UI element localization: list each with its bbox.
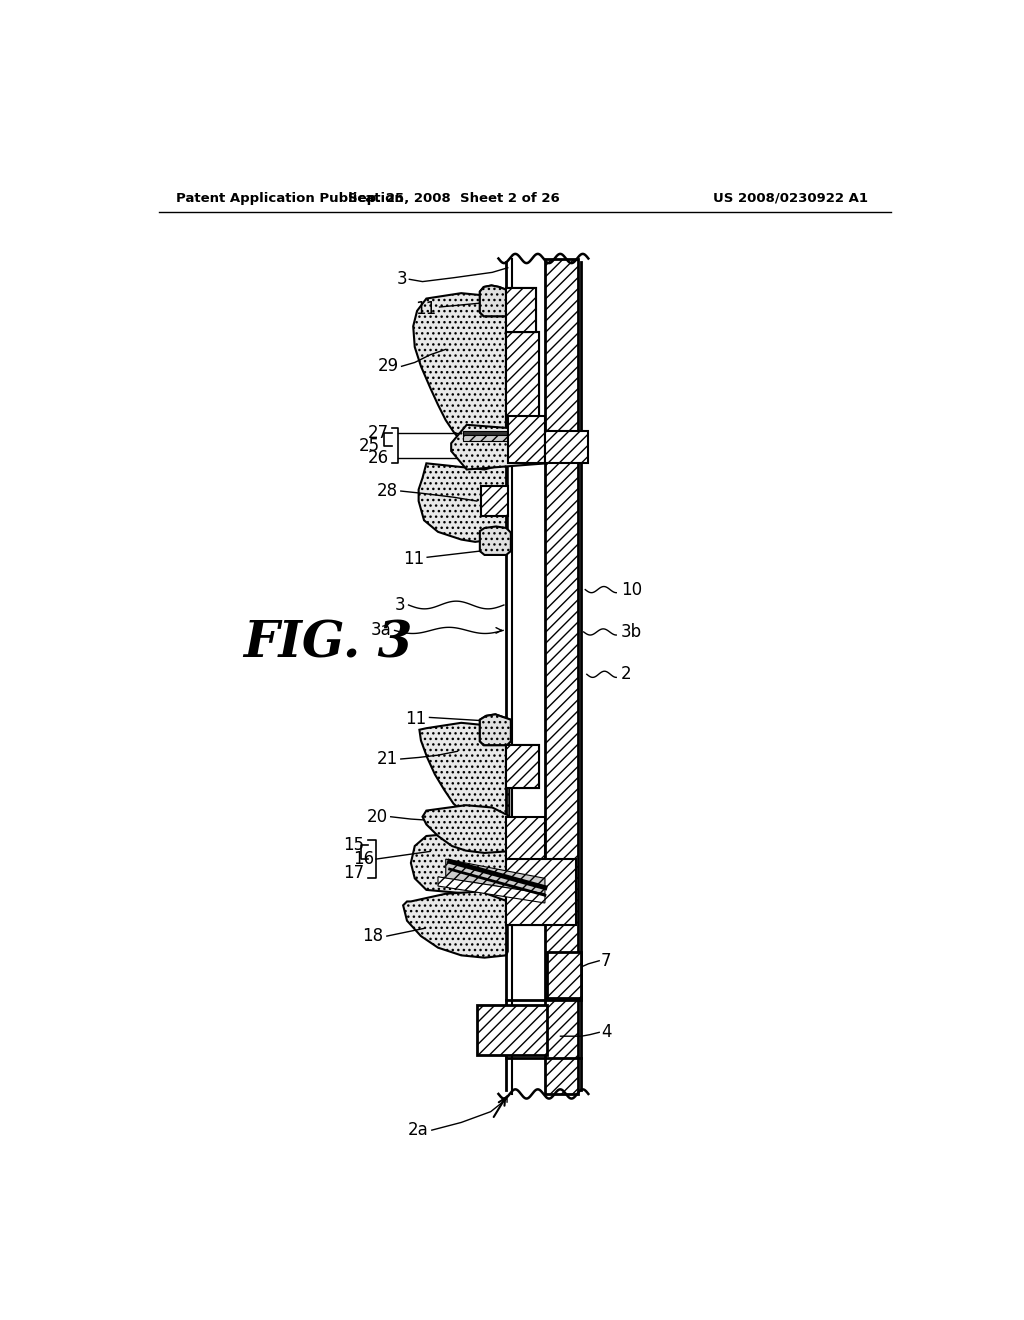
Polygon shape <box>420 723 509 822</box>
Text: 11: 11 <box>402 550 424 568</box>
Bar <box>545 430 588 463</box>
Text: 18: 18 <box>362 927 384 945</box>
Text: 11: 11 <box>415 300 436 318</box>
Bar <box>547 952 582 998</box>
Bar <box>477 1006 547 1056</box>
Polygon shape <box>414 293 509 461</box>
Text: 28: 28 <box>377 482 397 500</box>
Bar <box>506 744 539 788</box>
Text: 16: 16 <box>353 850 375 869</box>
Text: 3: 3 <box>395 597 406 614</box>
Text: 11: 11 <box>406 710 426 727</box>
Bar <box>506 331 539 459</box>
Bar <box>506 859 575 924</box>
Text: FIG. 3: FIG. 3 <box>243 619 412 668</box>
Bar <box>506 288 536 331</box>
Text: 27: 27 <box>368 424 388 442</box>
Polygon shape <box>419 463 508 543</box>
Text: 21: 21 <box>377 750 397 768</box>
Bar <box>463 430 547 434</box>
Text: 20: 20 <box>367 808 388 826</box>
Bar <box>480 486 508 516</box>
Bar <box>545 259 578 1094</box>
Polygon shape <box>423 805 509 853</box>
Text: 10: 10 <box>621 581 642 598</box>
Text: 15: 15 <box>343 837 365 854</box>
Polygon shape <box>411 832 545 924</box>
Polygon shape <box>403 891 508 958</box>
Bar <box>508 416 545 463</box>
Text: 25: 25 <box>358 437 380 454</box>
Text: US 2008/0230922 A1: US 2008/0230922 A1 <box>713 191 868 205</box>
Polygon shape <box>480 285 511 317</box>
Text: Sep. 25, 2008  Sheet 2 of 26: Sep. 25, 2008 Sheet 2 of 26 <box>347 191 559 205</box>
Bar <box>506 331 539 459</box>
Bar <box>506 744 539 788</box>
Text: 29: 29 <box>378 358 399 375</box>
Bar <box>506 288 536 331</box>
Polygon shape <box>480 714 511 744</box>
Polygon shape <box>452 425 547 470</box>
Text: 2a: 2a <box>408 1121 429 1139</box>
Bar <box>463 434 547 441</box>
Text: 3: 3 <box>396 271 407 288</box>
Text: 17: 17 <box>343 865 365 882</box>
Text: 3b: 3b <box>621 623 642 642</box>
Polygon shape <box>445 859 545 894</box>
Polygon shape <box>480 285 511 317</box>
Polygon shape <box>480 714 511 744</box>
Bar <box>506 817 545 924</box>
Text: 2: 2 <box>621 665 632 684</box>
Polygon shape <box>480 527 511 554</box>
Text: 3a: 3a <box>371 622 391 639</box>
Polygon shape <box>438 876 545 903</box>
Text: 4: 4 <box>601 1023 611 1041</box>
Text: 7: 7 <box>601 952 611 970</box>
Text: 26: 26 <box>368 449 388 467</box>
Text: Patent Application Publication: Patent Application Publication <box>176 191 403 205</box>
